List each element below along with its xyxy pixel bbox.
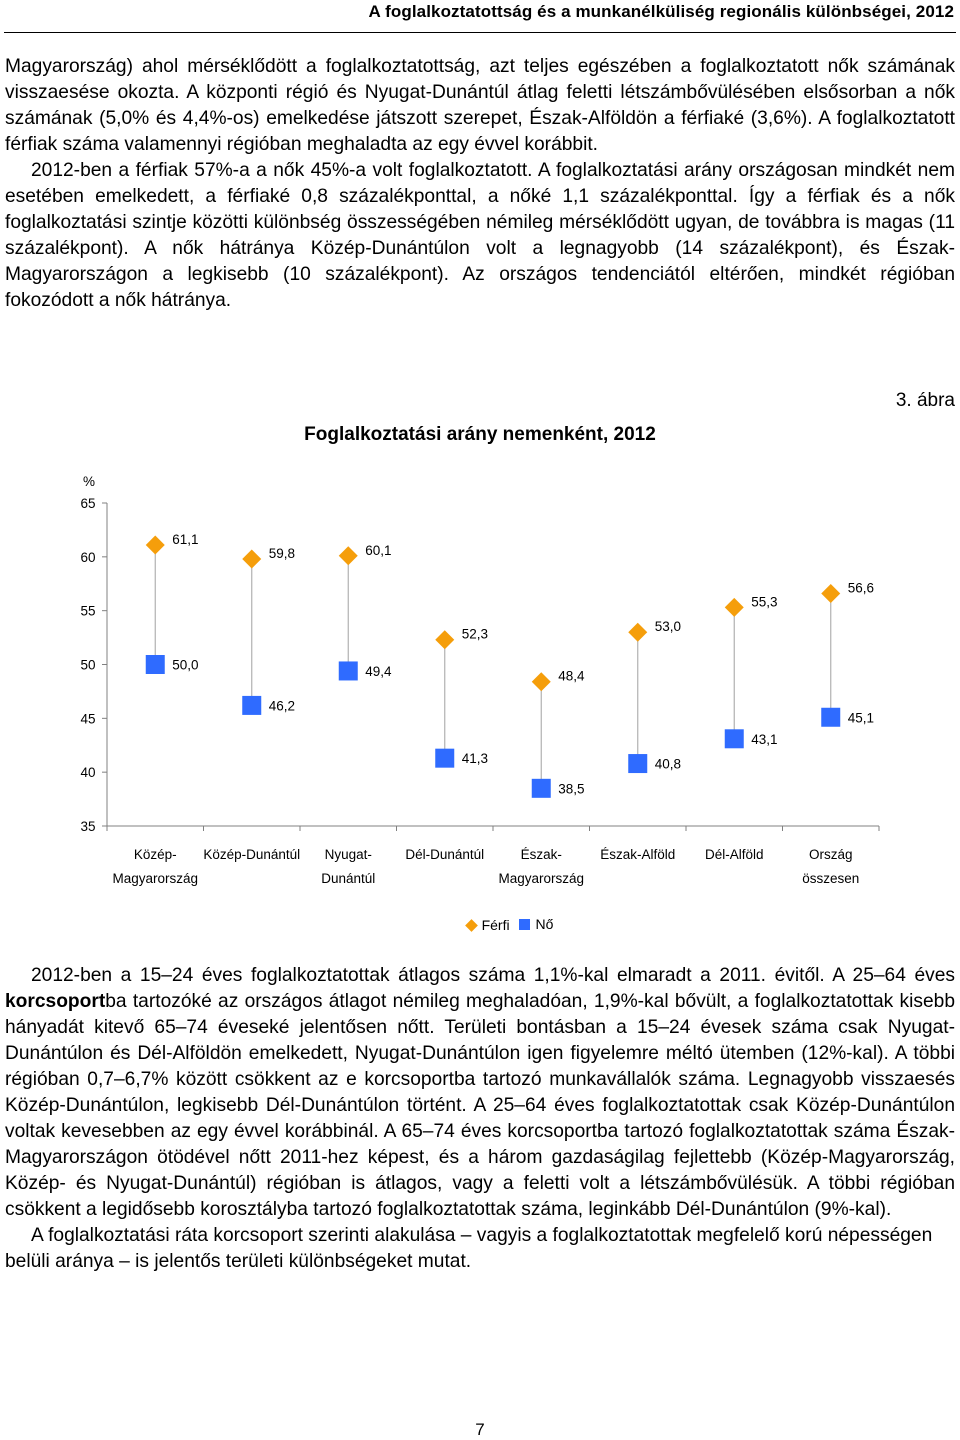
men-point: [628, 622, 648, 642]
y-tick-label: 60: [80, 550, 95, 565]
women-point: [242, 695, 262, 715]
women-point: [724, 729, 744, 749]
chart-title: Foglalkoztatási arány nemenként, 2012: [304, 424, 656, 445]
women-value-label: 49,4: [365, 664, 392, 679]
men-value-label: 55,3: [751, 594, 777, 609]
x-axis-labels: Közép- Magyarország Közép-Dunántúl Nyugat- D…: [112, 847, 859, 886]
x-category-label: Dél-Dunántúl: [405, 847, 484, 862]
x-category-label: összesen: [802, 871, 859, 886]
header-rule: [4, 32, 956, 33]
body-text-top: Magyarország) ahol mérséklődött a foglal…: [5, 54, 955, 314]
women-value-label: 40,8: [655, 757, 681, 772]
legend-item-women: Nő: [519, 916, 553, 932]
women-point: [531, 778, 551, 798]
y-tick-label: 65: [80, 496, 95, 511]
y-tick-label: 35: [80, 819, 95, 834]
men-point: [242, 549, 262, 569]
men-value-label: 60,1: [365, 543, 391, 558]
y-tick-label: 45: [80, 711, 95, 726]
x-category-label: Nyugat-: [325, 847, 372, 862]
women-point: [628, 754, 648, 774]
paragraph: A foglalkoztatási ráta korcsoport szerin…: [5, 1225, 933, 1272]
women-point: [435, 748, 455, 768]
bold-term: korcsoport: [5, 991, 106, 1012]
men-value-label: 59,8: [269, 546, 295, 561]
x-category-label: Ország: [809, 847, 853, 862]
paragraph: Magyarország) ahol mérséklődött a foglal…: [5, 56, 955, 155]
women-value-label: 38,5: [558, 781, 584, 796]
men-value-label: 53,0: [655, 619, 681, 634]
diamond-marker-icon: [464, 918, 478, 932]
paragraph: 2012-ben a férfiak 57%-a a nők 45%-a vol…: [5, 160, 955, 311]
x-category-label: Dél-Alföld: [705, 847, 764, 862]
women-value-label: 46,2: [269, 698, 295, 713]
men-point: [435, 630, 455, 650]
women-point: [338, 661, 358, 681]
women-value-label: 41,3: [462, 751, 488, 766]
body-text-bottom: 2012-ben a 15–24 éves foglalkoztatottak …: [5, 963, 955, 1275]
men-value-label: 48,4: [558, 669, 585, 684]
x-category-label: Közép-: [134, 847, 177, 862]
y-axis-unit-label: %: [83, 474, 95, 489]
men-point: [338, 546, 358, 566]
square-marker-icon: [519, 918, 531, 930]
women-point: [145, 655, 165, 674]
legend-label-men: Férfi: [481, 917, 510, 933]
text-run: ba tartozóké az országos átlagot némileg…: [5, 991, 955, 1220]
men-value-label: 61,1: [172, 532, 198, 547]
women-value-label: 43,1: [751, 732, 777, 747]
y-tick-label: 55: [80, 604, 95, 619]
men-point: [724, 597, 744, 617]
x-category-label: Dunántúl: [321, 871, 375, 886]
figure-number: 3. ábra: [895, 390, 955, 411]
y-axis: 35 40 45 50 55 60 65%: [80, 474, 880, 834]
range-stems: [154, 544, 832, 789]
x-category-label: Magyarország: [112, 871, 198, 886]
employment-rate-chart: 35 40 45 50 55 60 65% 61,1 50,0 59,8 46,2 60,1 49,4…: [80, 474, 880, 886]
x-category-label: Közép-Dunántúl: [203, 847, 300, 862]
data-marks: 61,1 50,0 59,8 46,2 60,1 49,4 52,3 41,3 48,4 38,5…: [145, 532, 874, 798]
running-header: A foglalkoztatottság és a munkanélkülisé…: [368, 2, 954, 21]
legend-item-men: Férfi: [464, 917, 510, 933]
page-number: 7: [475, 1420, 485, 1439]
men-point: [531, 672, 551, 692]
men-point: [821, 583, 841, 603]
women-value-label: 50,0: [172, 658, 198, 673]
legend-label-women: Nő: [535, 916, 554, 932]
text-run: 2012-ben a 15–24 éves foglalkoztatottak …: [31, 965, 955, 986]
men-point: [145, 535, 165, 555]
women-value-label: 45,1: [848, 710, 874, 725]
women-point: [821, 707, 841, 727]
y-tick-label: 50: [80, 658, 95, 673]
x-category-label: Magyarország: [498, 871, 584, 886]
y-tick-label: 40: [80, 765, 95, 780]
men-value-label: 52,3: [462, 627, 488, 642]
paragraph: 2012-ben a 15–24 éves foglalkoztatottak …: [5, 963, 955, 1223]
x-category-label: Észak-: [521, 847, 562, 862]
x-category-label: Észak-Alföld: [600, 847, 675, 862]
men-value-label: 56,6: [848, 580, 874, 595]
chart-legend: Férfi Nő: [0, 916, 960, 933]
